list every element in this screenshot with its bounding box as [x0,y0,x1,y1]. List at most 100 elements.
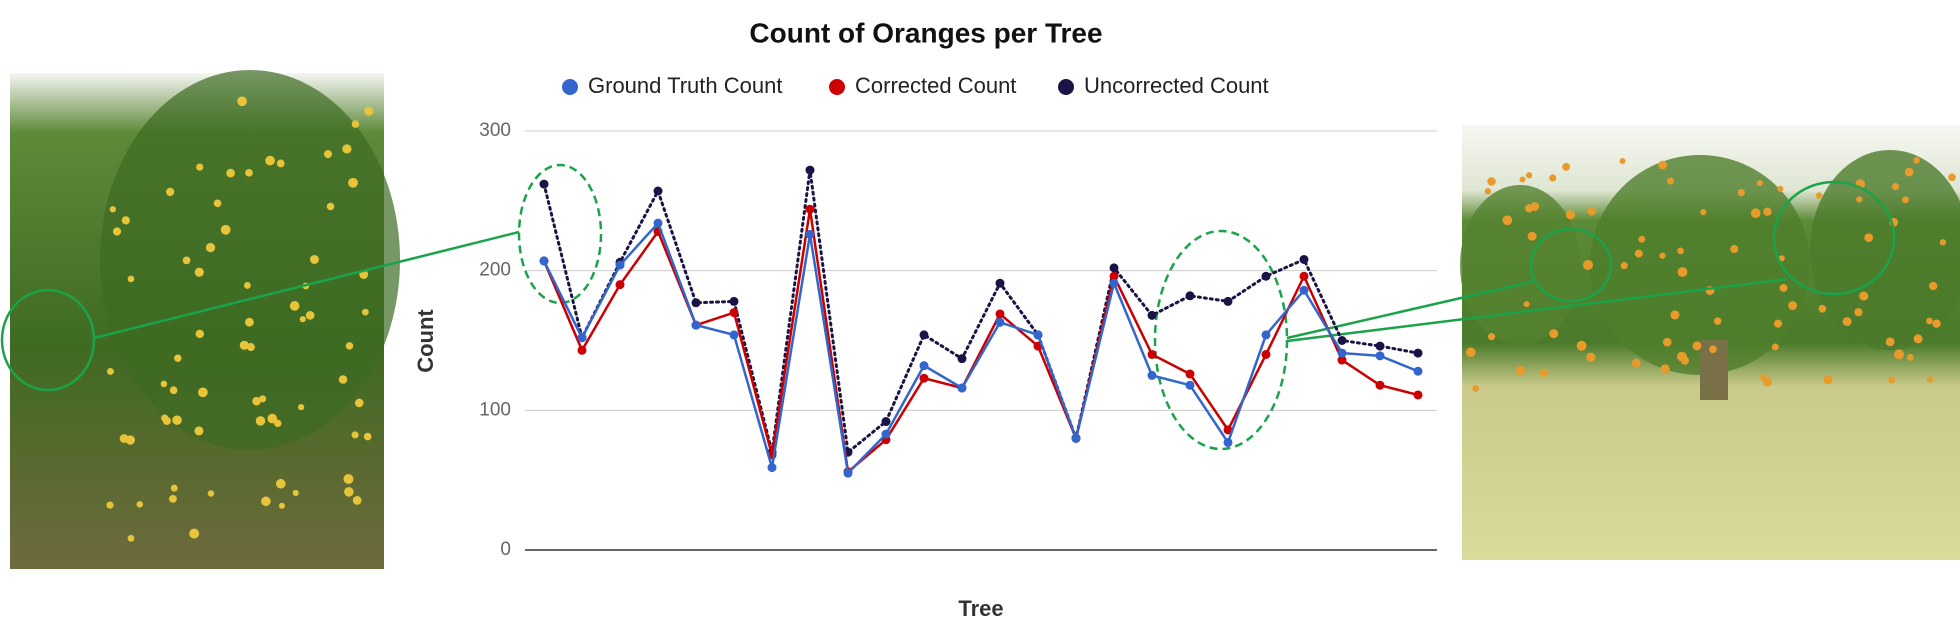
orange-dot [125,435,135,445]
orange-dot [1582,259,1593,270]
orange-dot [1562,162,1571,171]
data-point [881,429,891,439]
data-point [957,354,967,364]
data-point [1109,263,1119,273]
orange-dot [1586,352,1596,362]
orange-dot [299,316,306,323]
orange-dot [1587,207,1596,216]
data-point [805,229,815,239]
orange-dot [1472,385,1480,392]
orange-dot [194,426,204,436]
highlight-circle [1772,180,1896,296]
orange-dot [275,478,286,489]
orange-dot [195,329,205,339]
data-point [1375,351,1385,361]
data-point [1223,296,1233,306]
orange-dot [136,501,144,508]
orange-dot [174,354,182,362]
data-point [539,179,549,189]
orange-dot [189,528,200,539]
orange-dot [1539,368,1548,377]
orange-dot [1864,233,1874,243]
orange-dot [169,386,178,395]
data-point [539,256,549,266]
orange-dot [1631,358,1641,368]
orange-dot [361,308,369,316]
data-point [653,218,663,228]
orange-dot [351,431,359,439]
orange-dot [1713,317,1722,325]
orange-dot [243,282,251,289]
data-point [919,373,929,383]
orange-dot [1667,177,1674,185]
data-point [1261,271,1271,281]
orange-dot [106,501,114,509]
orange-dot [1709,345,1717,354]
orange-dot [1913,334,1923,344]
data-point [957,383,967,393]
orange-dot [226,168,235,178]
orange-dot [1484,188,1492,195]
orange-dot [109,206,116,213]
orange-dot [1487,177,1496,186]
orange-dot [166,187,175,197]
orange-dot [1466,347,1476,357]
data-point [995,278,1005,288]
connector [1286,277,1788,343]
orange-dot [1948,173,1956,182]
orange-dot [245,317,254,327]
orange-dot [1771,343,1779,351]
orange-dot [309,254,319,264]
orange-dot [1913,157,1920,164]
orange-dot [1659,252,1666,259]
orange-dot [343,474,354,484]
data-point [1337,348,1347,358]
orange-dot [239,340,249,350]
orange-dot [265,155,275,166]
orange-dot [169,494,177,503]
data-point [767,463,777,473]
orange-dot [298,404,305,411]
orange-dot [246,343,255,352]
orange-dot [196,163,204,171]
photos [10,70,1960,569]
data-point [1337,355,1347,365]
orange-dot [261,496,271,507]
orange-dot [1634,249,1643,258]
annotations [0,180,1896,392]
orange-dot [1756,179,1763,187]
orange-dot [1619,157,1626,164]
orange-dot [1487,333,1496,341]
data-point [1185,369,1195,379]
right-tree [1810,150,1960,350]
orange-dot [363,432,372,441]
data-point [1261,330,1271,340]
data-point [1223,437,1233,447]
orange-dot [305,310,315,320]
orange-dot [1527,231,1537,241]
data-point [843,468,853,478]
data-point [1337,336,1347,345]
data-point [881,417,891,427]
orange-dot [1737,188,1745,197]
orange-dot [292,489,299,497]
orange-dot [1932,319,1941,328]
orange-dot [1620,262,1628,270]
data-point [1033,330,1043,340]
y-tick-label: 0 [500,539,511,560]
orange-dot [1549,329,1559,339]
orange-dot [106,367,114,375]
data-point [1299,285,1309,295]
orange-dot [127,534,135,542]
series-line [542,169,1420,456]
orange-dot [160,380,168,388]
orange-dot [255,416,266,426]
data-point [1413,366,1423,376]
orange-dot [1856,196,1863,203]
orange-dot [342,144,352,154]
orange-dot [1525,172,1533,179]
orange-dot [276,159,285,168]
orange-dot [1677,247,1684,255]
orange-dot [1519,176,1526,183]
orange-dot [1670,310,1680,320]
